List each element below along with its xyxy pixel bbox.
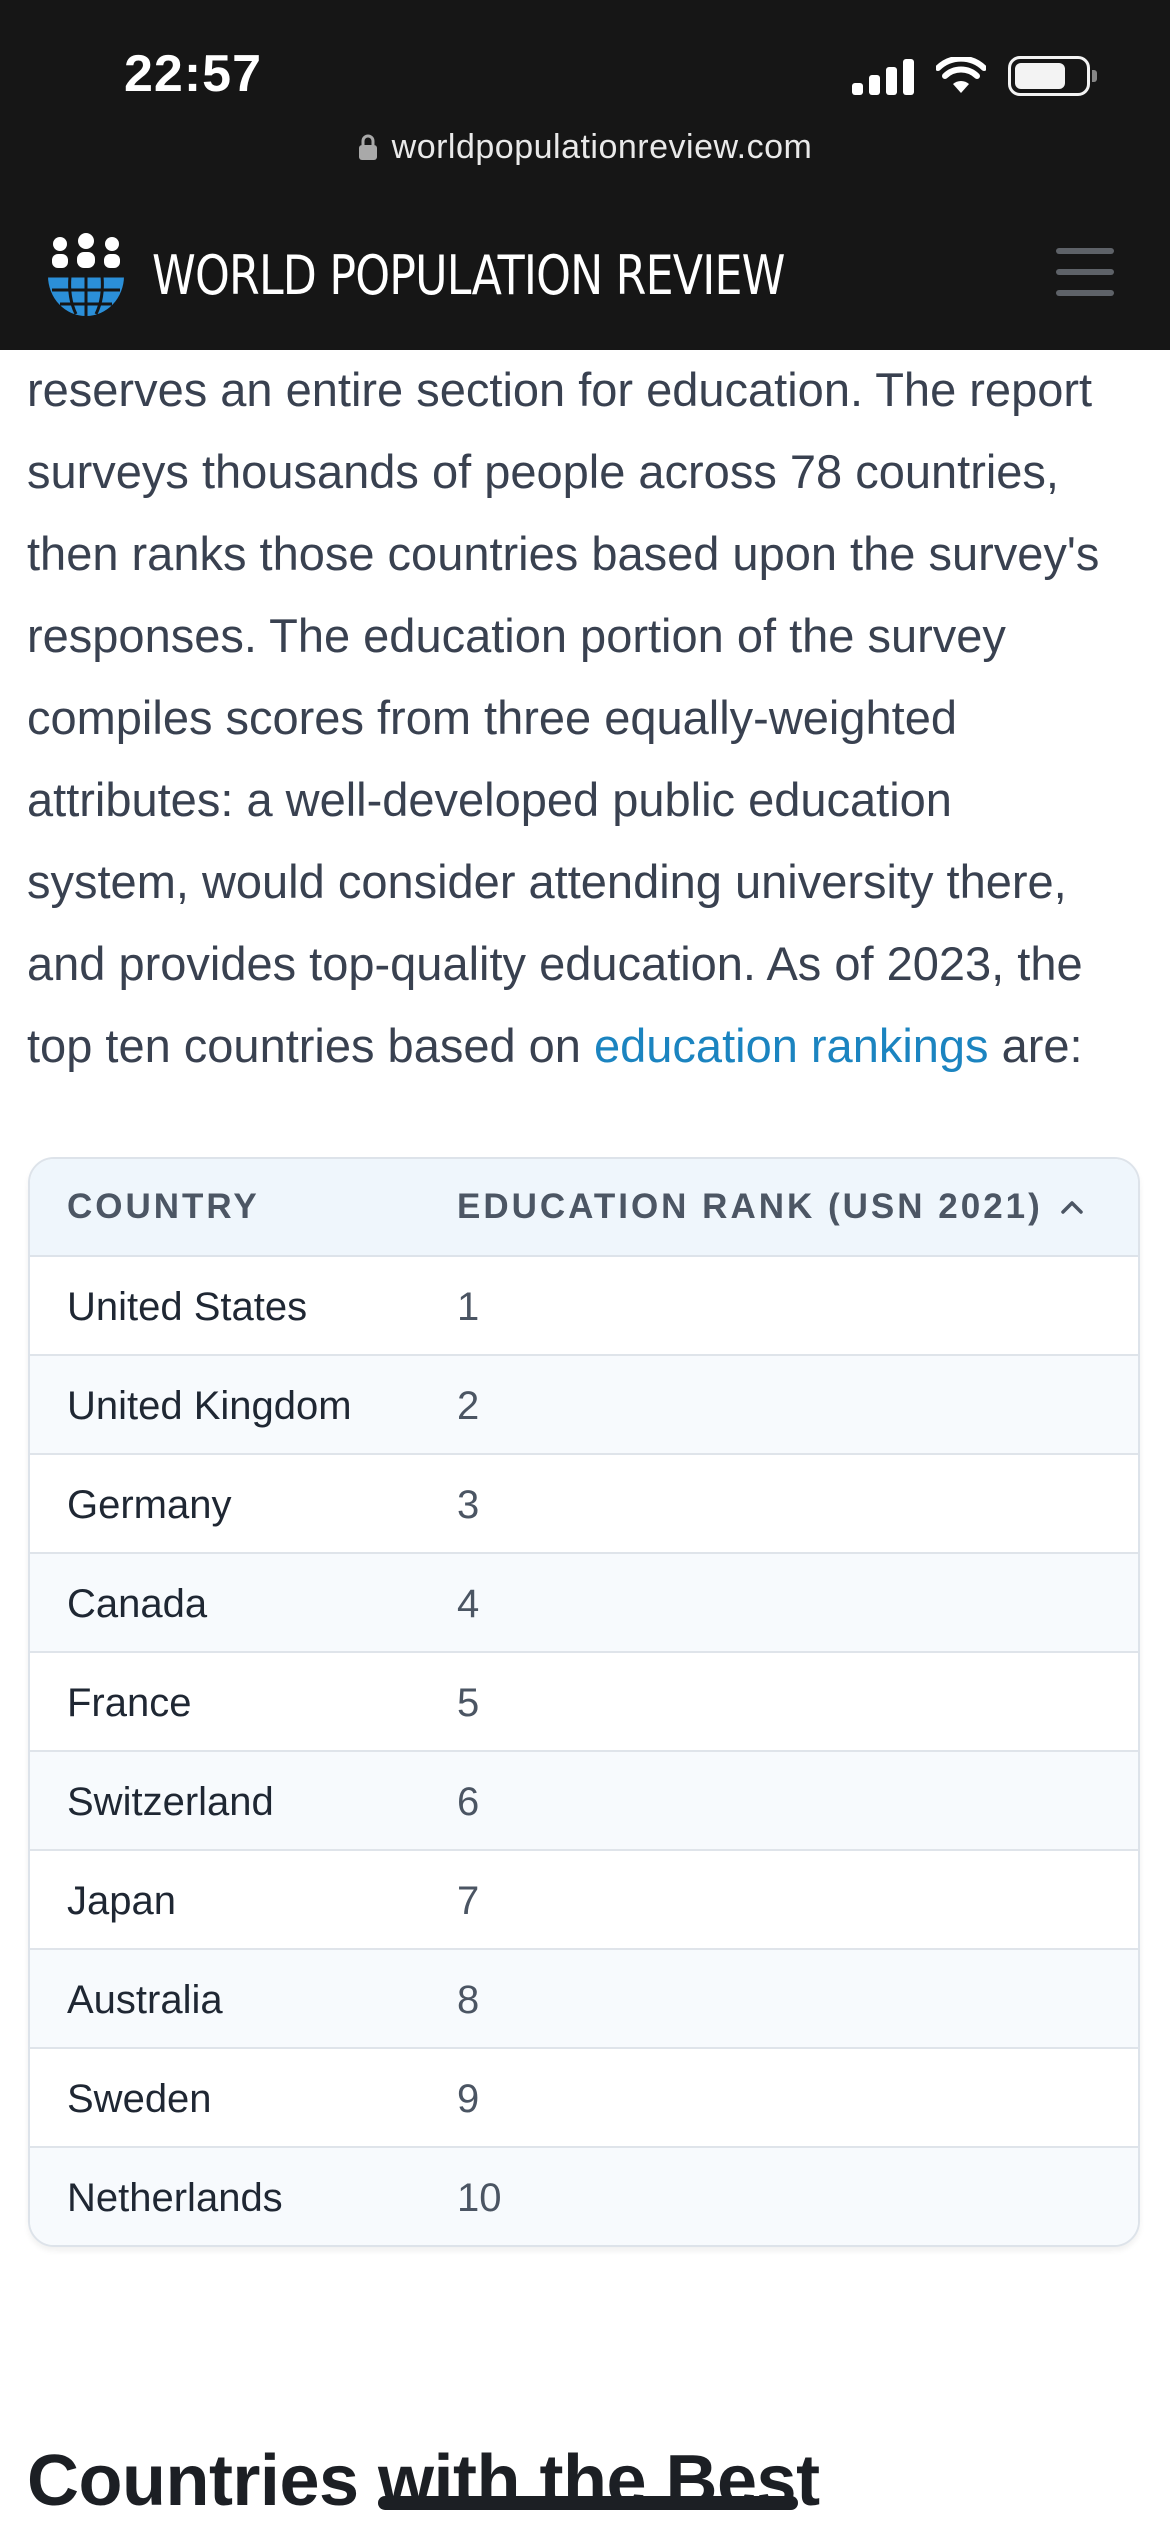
cell-rank: 4 <box>457 1582 480 1626</box>
table-row: Canada 4 <box>30 1554 1138 1653</box>
url-bar[interactable]: worldpopulationreview.com <box>0 122 1170 172</box>
cell-rank: 9 <box>457 2077 480 2121</box>
paragraph-line: compiles scores from three equally-weigh… <box>27 691 957 744</box>
table-row: Netherlands 10 <box>30 2148 1138 2245</box>
education-rankings-link[interactable]: education rankings <box>594 1019 989 1072</box>
table-row: Australia 8 <box>30 1950 1138 2049</box>
column-header-education-rank[interactable]: EDUCATION RANK (USN 2021) <box>457 1187 1087 1227</box>
cell-rank: 8 <box>457 1978 480 2022</box>
cell-rank: 7 <box>457 1879 480 1923</box>
column-header-label: EDUCATION RANK (USN 2021) <box>457 1187 1043 1226</box>
battery-icon <box>1008 56 1097 96</box>
cell-country: Canada <box>67 1582 208 1626</box>
paragraph-last-line: top ten countries based on education ran… <box>27 1004 1147 1088</box>
table-row: France 5 <box>30 1653 1138 1752</box>
table-header: COUNTRY EDUCATION RANK (USN 2021) <box>30 1159 1138 1257</box>
cellular-signal-icon <box>852 57 914 95</box>
education-rank-table: COUNTRY EDUCATION RANK (USN 2021) United… <box>28 1157 1140 2247</box>
site-header: WORLD POPULATION REVIEW <box>0 214 1170 350</box>
paragraph-line: attributes: a well-developed public educ… <box>27 773 952 826</box>
wifi-icon <box>936 57 986 93</box>
url-text: worldpopulationreview.com <box>391 127 813 166</box>
table-row: Germany 3 <box>30 1455 1138 1554</box>
chevron-up-icon[interactable] <box>1057 1192 1087 1222</box>
cell-country: Japan <box>67 1879 176 1923</box>
paragraph-line: reserves an entire section for education… <box>27 363 1093 416</box>
cell-country: United States <box>67 1285 308 1329</box>
paragraph-line: then ranks those countries based upon th… <box>27 527 1100 580</box>
cell-rank: 1 <box>457 1285 480 1329</box>
cell-rank: 10 <box>457 2176 502 2220</box>
column-header-country[interactable]: COUNTRY <box>67 1187 260 1227</box>
cell-rank: 3 <box>457 1483 480 1527</box>
paragraph-text: are: <box>988 1019 1083 1072</box>
column-header-label: COUNTRY <box>67 1187 260 1226</box>
cell-country: Australia <box>67 1978 223 2022</box>
cell-country: France <box>67 1681 192 1725</box>
cell-country: United Kingdom <box>67 1384 352 1428</box>
site-title[interactable]: WORLD POPULATION REVIEW <box>152 244 785 307</box>
table-body: United States 1 United Kingdom 2 Germany 3 … <box>30 1257 1138 2245</box>
table-row: Switzerland 6 <box>30 1752 1138 1851</box>
cell-country: Germany <box>67 1483 232 1527</box>
top-chrome: 22:57 worldpopulationreview.com <box>0 0 1170 350</box>
status-time: 22:57 <box>124 45 262 103</box>
table-row: Japan 7 <box>30 1851 1138 1950</box>
table-row: Sweden 9 <box>30 2049 1138 2148</box>
paragraph-line: surveys thousands of people across 78 co… <box>27 445 1059 498</box>
lock-icon <box>358 134 377 160</box>
strikethrough-mark <box>378 2496 798 2510</box>
table-row: United States 1 <box>30 1257 1138 1356</box>
paragraph-text: top ten countries based on <box>27 1019 595 1072</box>
table-row: United Kingdom 2 <box>30 1356 1138 1455</box>
cell-rank: 2 <box>457 1384 480 1428</box>
cell-rank: 5 <box>457 1681 480 1725</box>
status-icons <box>852 56 1097 96</box>
cell-country: Switzerland <box>67 1780 274 1824</box>
paragraph-line: responses. The education portion of the … <box>27 609 1006 662</box>
article-body: reserves an entire section for education… <box>27 350 1147 1088</box>
hamburger-menu-icon[interactable] <box>1056 248 1114 296</box>
cell-rank: 6 <box>457 1780 480 1824</box>
globe-people-icon[interactable] <box>46 232 126 324</box>
paragraph-line: system, would consider attending univers… <box>27 855 1067 908</box>
paragraph-line: and provides top-quality education. As o… <box>27 937 1083 990</box>
cell-country: Netherlands <box>67 2176 283 2220</box>
cell-country: Sweden <box>67 2077 212 2121</box>
